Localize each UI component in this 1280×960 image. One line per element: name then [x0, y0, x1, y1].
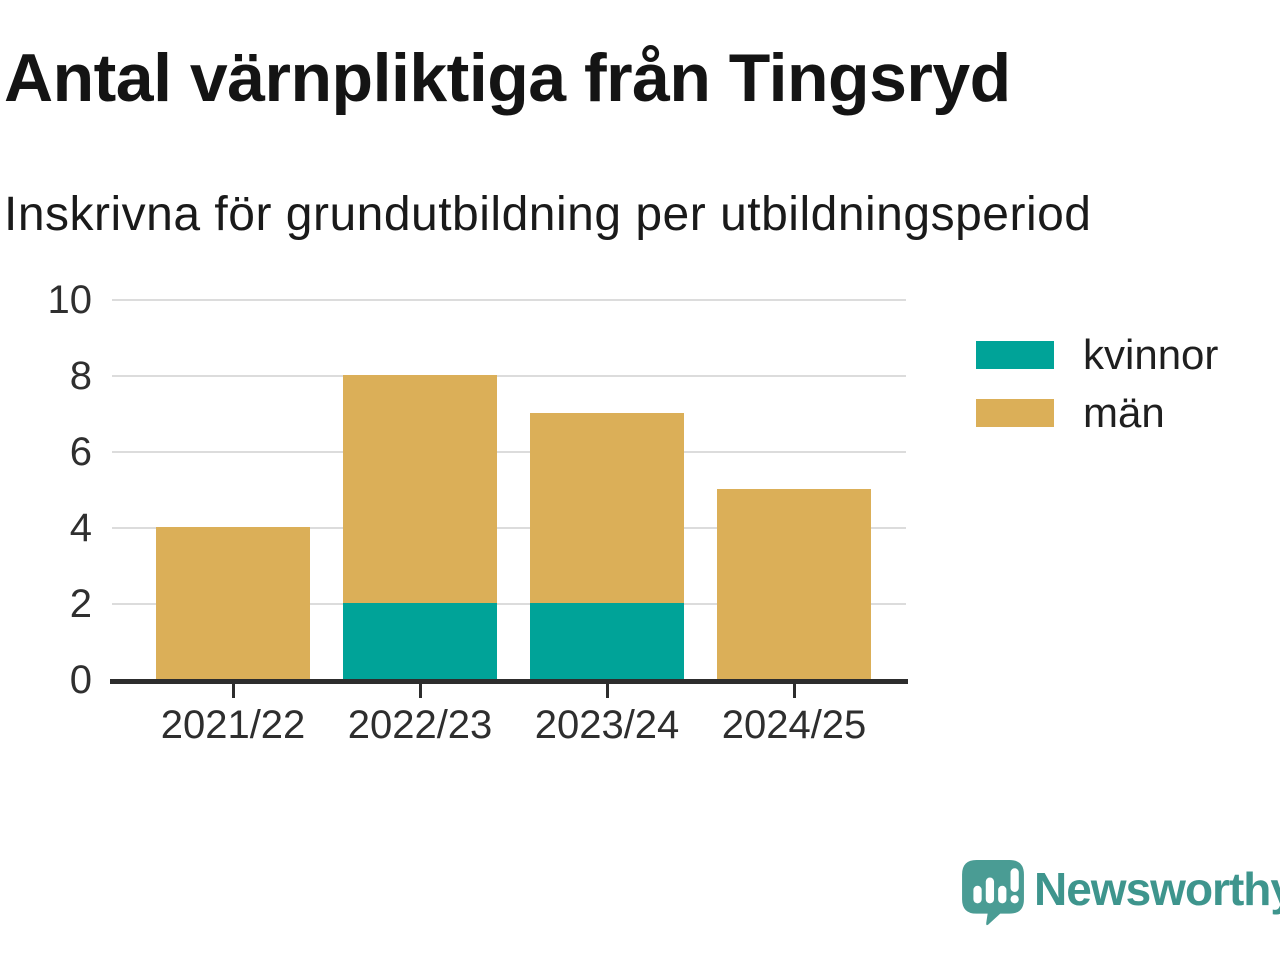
y-axis-tick-label: 0: [69, 658, 92, 702]
chart-title: Antal värnpliktiga från Tingsryd: [4, 40, 1011, 116]
bar-segment-män: [156, 527, 310, 679]
x-axis-category-label: 2024/25: [721, 703, 867, 747]
y-axis-tick-label: 6: [69, 430, 92, 474]
y-axis-tick-label: 8: [69, 354, 92, 398]
y-axis-tick-label: 10: [47, 278, 93, 322]
gridline: [112, 603, 906, 605]
chart-subtitle: Inskrivna för grundutbildning per utbild…: [4, 188, 1092, 241]
legend-label-män: män: [1083, 389, 1165, 436]
y-axis-tick-label: 4: [69, 506, 92, 550]
bar-segment-kvinnor: [343, 603, 497, 679]
x-axis-tick: [231, 684, 235, 698]
x-axis-category-label: 2023/24: [534, 703, 680, 747]
x-axis-line: [110, 679, 908, 684]
legend-swatch-män: [976, 399, 1054, 427]
newsworthy-wordmark: Newsworthy: [1034, 863, 1280, 915]
gridline: [112, 375, 906, 377]
newsworthy-logo-icon: [962, 860, 1024, 926]
x-axis-category-label: 2022/23: [347, 703, 493, 747]
gridline: [112, 451, 906, 453]
legend-label-kvinnor: kvinnor: [1083, 331, 1219, 378]
x-axis-tick: [605, 684, 609, 698]
legend-swatch-kvinnor: [976, 341, 1054, 369]
bar-segment-kvinnor: [530, 603, 684, 679]
gridline: [112, 299, 906, 301]
bar-segment-män: [530, 413, 684, 603]
x-axis-category-label: 2021/22: [160, 703, 306, 747]
gridline: [112, 527, 906, 529]
y-axis-tick-label: 2: [69, 582, 92, 626]
x-axis-tick: [418, 684, 422, 698]
bar-segment-män: [343, 375, 497, 603]
newsworthy-branding: Newsworthy: [962, 858, 1280, 928]
x-axis-tick: [792, 684, 796, 698]
bar-segment-män: [717, 489, 871, 679]
